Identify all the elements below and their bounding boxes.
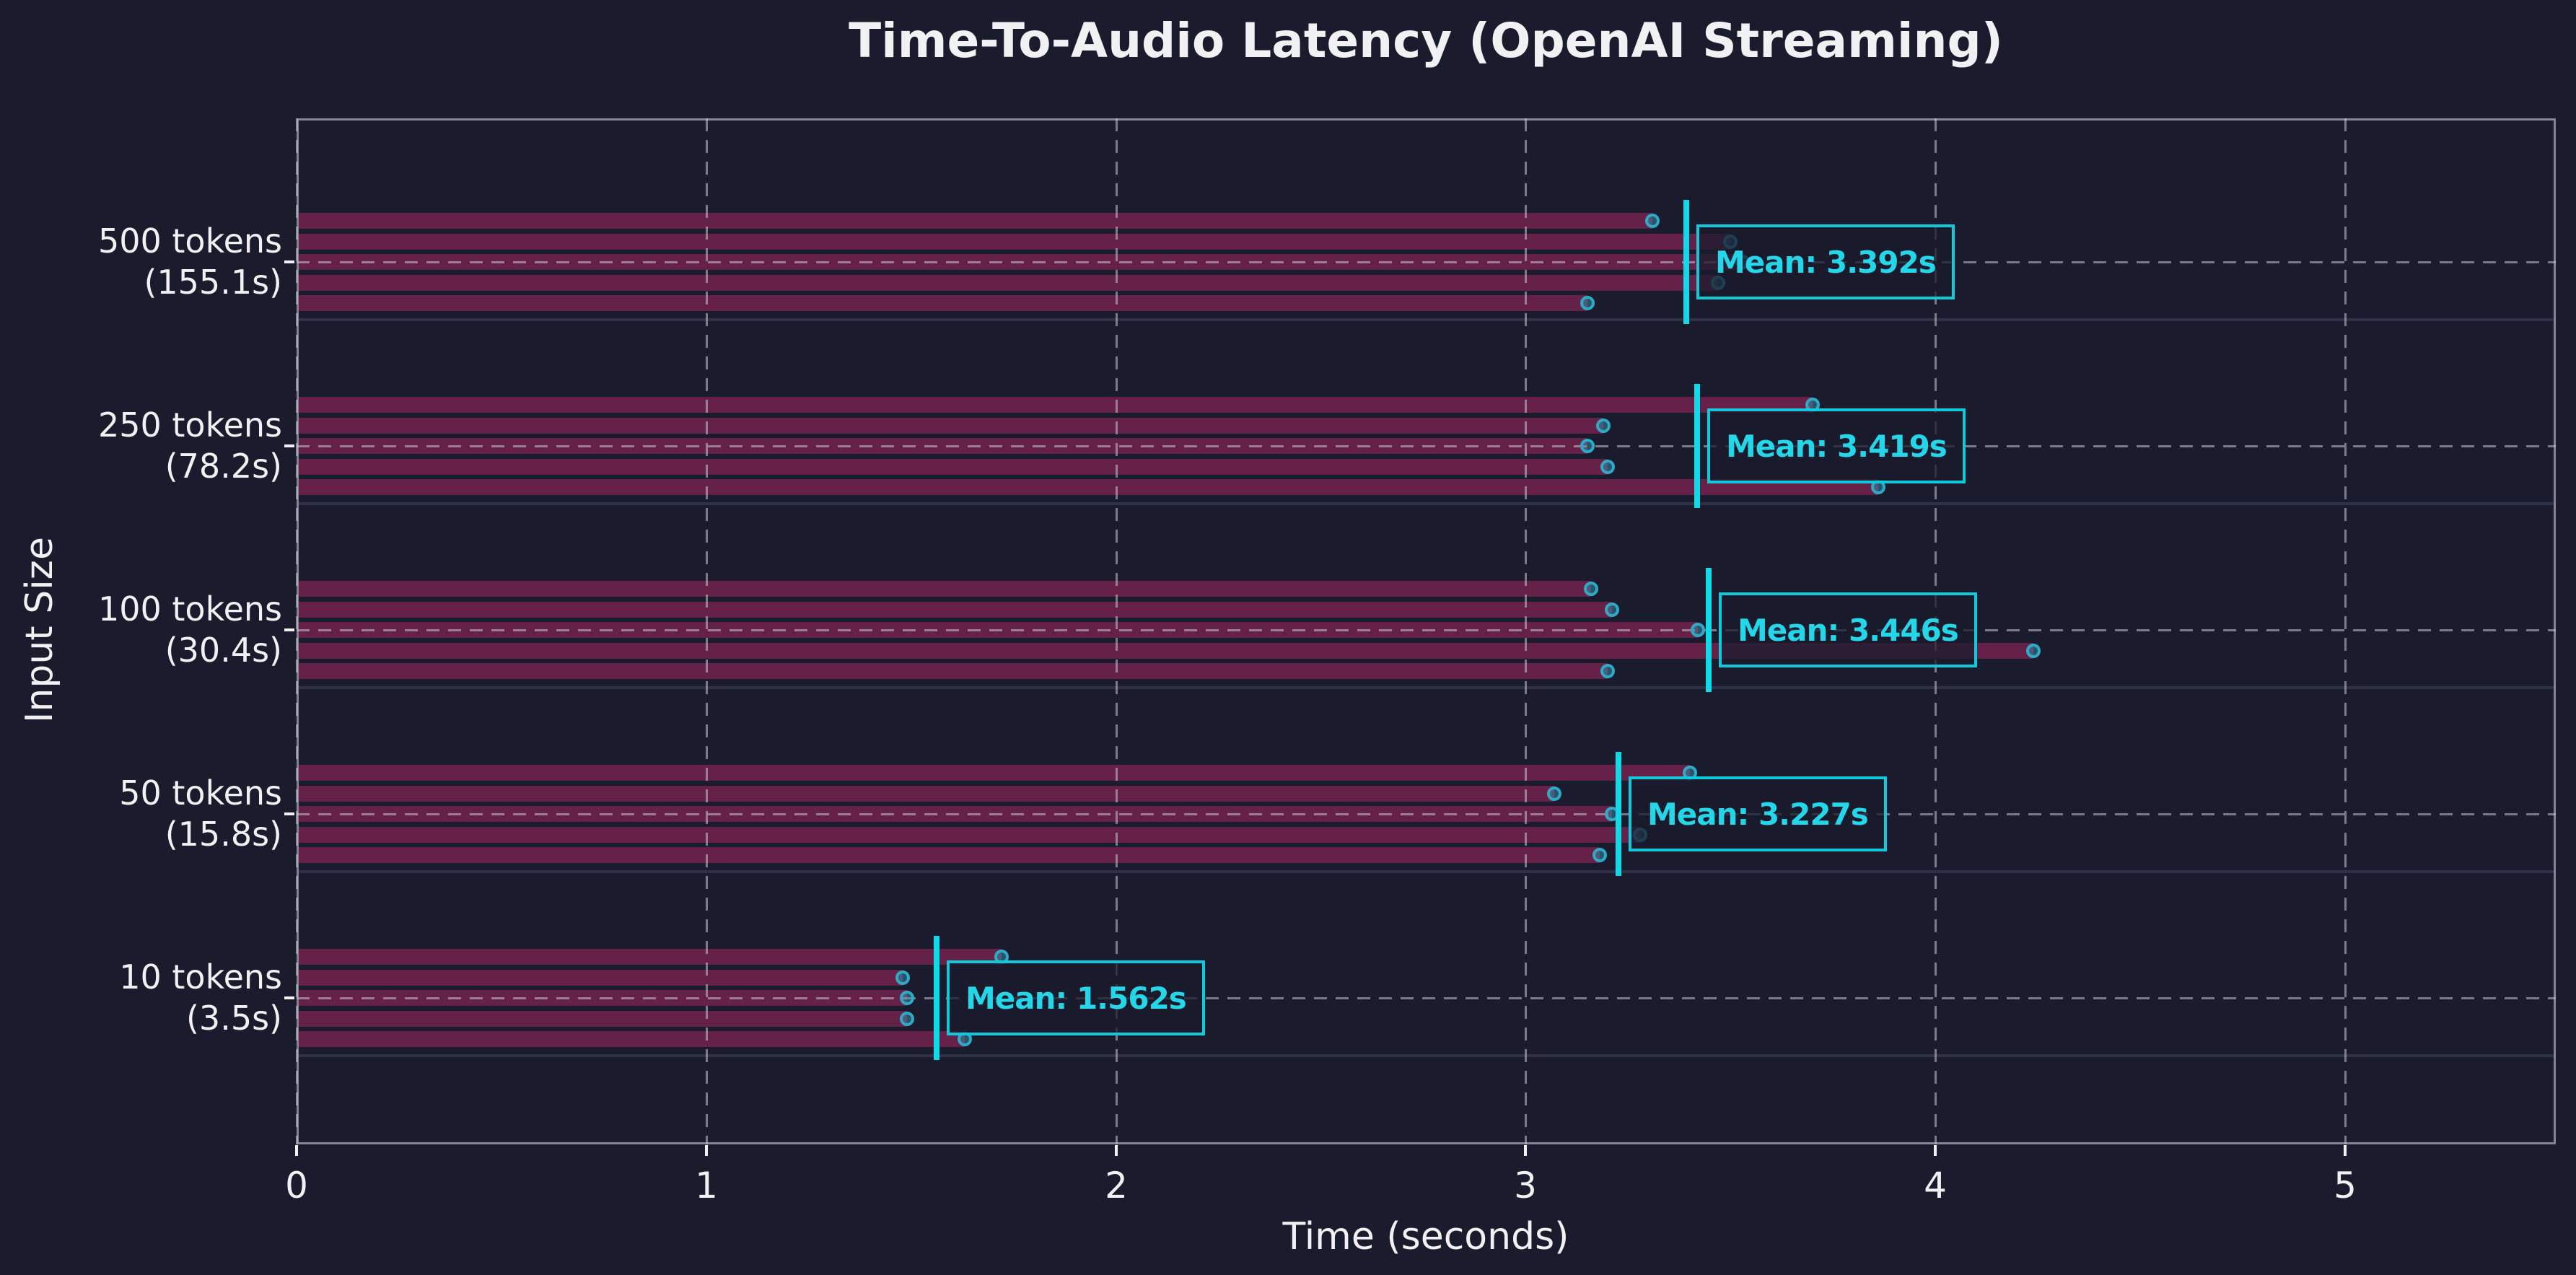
run-dot <box>1645 214 1660 228</box>
x-tick-label: 5 <box>2334 1165 2357 1206</box>
y-tick-label: 10 tokens (3.5s) <box>119 958 282 1038</box>
group-separator-line <box>297 686 2556 689</box>
mean-line <box>1706 568 1712 692</box>
run-dot <box>1600 460 1615 474</box>
run-dot <box>1584 582 1598 596</box>
x-axis-label: Time (seconds) <box>1282 1215 1569 1258</box>
group-separator-line <box>297 502 2556 505</box>
run-dot <box>1580 439 1595 453</box>
mean-label-box: Mean: 3.446s <box>1719 592 1977 667</box>
bar <box>297 786 1554 802</box>
x-tick-label: 3 <box>1514 1165 1537 1206</box>
bar <box>297 275 1718 291</box>
bar <box>297 847 1600 863</box>
x-tick-mark <box>1115 1145 1118 1156</box>
run-dot <box>2026 644 2041 658</box>
h-gridline <box>297 629 2556 631</box>
y-tick-mark <box>284 444 294 447</box>
bar <box>297 1031 965 1047</box>
run-dot <box>900 1012 914 1026</box>
run-dot <box>1600 664 1615 678</box>
x-tick-label: 1 <box>695 1165 718 1206</box>
x-tick-mark <box>295 1145 298 1156</box>
plot-area: Mean: 3.392s Mean: 3.419s Mean: 3.446s Mean… <box>296 118 2556 1144</box>
bar <box>297 479 1878 495</box>
bar <box>297 827 1640 843</box>
bar <box>297 663 1608 679</box>
bar <box>297 581 1591 597</box>
run-dot <box>1691 623 1705 637</box>
h-gridline <box>297 445 2556 447</box>
mean-label-box: Mean: 3.227s <box>1629 776 1887 851</box>
y-axis-label: Input Size <box>18 537 61 723</box>
y-tick-label: 100 tokens (30.4s) <box>97 590 282 670</box>
h-gridline <box>297 813 2556 815</box>
v-gridline <box>296 118 298 1144</box>
mean-line <box>934 936 939 1060</box>
x-tick-mark <box>1524 1145 1527 1156</box>
y-tick-label: 250 tokens (78.2s) <box>97 406 282 486</box>
bar <box>297 418 1603 434</box>
plot-border <box>297 118 2556 1144</box>
mean-label-box: Mean: 1.562s <box>947 960 1205 1035</box>
h-gridline <box>297 261 2556 263</box>
bar <box>297 949 1002 965</box>
run-dot <box>1580 296 1595 310</box>
bar <box>297 397 1813 413</box>
v-gridline <box>1116 118 1118 1144</box>
bar <box>297 295 1587 311</box>
x-tick-label: 4 <box>1924 1165 1947 1206</box>
x-tick-mark <box>1934 1145 1937 1156</box>
group-separator-line <box>297 1054 2556 1057</box>
y-tick-mark <box>284 996 294 999</box>
run-dot <box>1593 848 1607 862</box>
bar <box>297 970 903 986</box>
chart-title: Time-To-Audio Latency (OpenAI Streaming) <box>849 13 2003 69</box>
run-dot <box>900 991 914 1005</box>
mean-line <box>1683 200 1689 324</box>
mean-label-box: Mean: 3.419s <box>1707 408 1966 483</box>
bar <box>297 213 1652 229</box>
bar <box>297 234 1730 250</box>
mean-label-box: Mean: 3.392s <box>1696 224 1955 299</box>
group-separator-line <box>297 318 2556 321</box>
x-tick-mark <box>2344 1145 2347 1156</box>
bar <box>297 602 1612 618</box>
run-dot <box>895 971 910 985</box>
bar <box>297 459 1608 475</box>
run-dot <box>1547 787 1561 801</box>
v-gridline <box>1525 118 1527 1144</box>
mean-line <box>1694 384 1700 508</box>
bar <box>297 765 1690 781</box>
run-dot <box>1605 603 1619 617</box>
y-tick-mark <box>284 812 294 815</box>
group-separator-line <box>297 870 2556 873</box>
v-gridline <box>2344 118 2347 1144</box>
x-tick-label: 2 <box>1105 1165 1128 1206</box>
run-dot <box>1596 419 1611 433</box>
y-tick-label: 500 tokens (155.1s) <box>97 222 282 302</box>
y-tick-mark <box>284 628 294 631</box>
x-tick-label: 0 <box>285 1165 308 1206</box>
y-tick-label: 50 tokens (15.8s) <box>119 774 282 854</box>
x-tick-mark <box>705 1145 708 1156</box>
bar <box>297 643 2033 659</box>
mean-line <box>1616 752 1621 876</box>
h-gridline <box>297 997 2556 999</box>
v-gridline <box>706 118 708 1144</box>
y-tick-mark <box>284 260 294 263</box>
bar <box>297 1011 907 1027</box>
